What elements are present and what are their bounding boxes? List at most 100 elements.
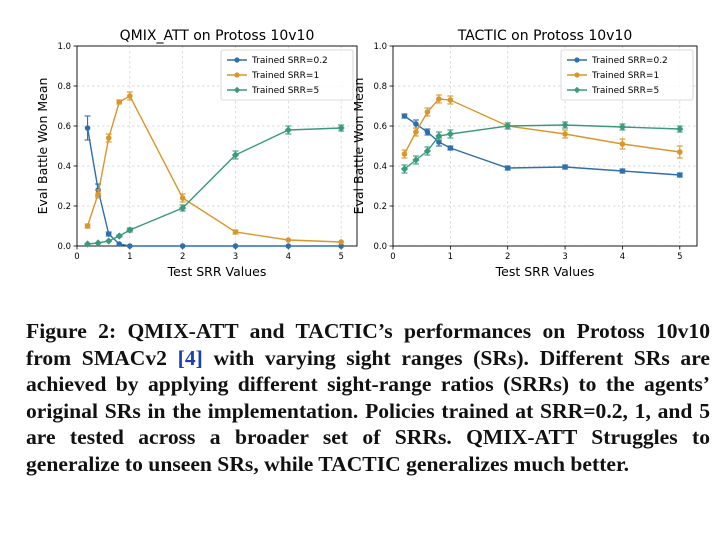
chart-title: TACTIC on Protoss 10v10 xyxy=(457,28,633,44)
caption-prefix: Figure 2: QMIX-ATT and TACTIC’s performa… xyxy=(26,319,710,370)
legend-marker xyxy=(573,86,581,94)
legend-marker xyxy=(574,72,580,78)
data-point xyxy=(105,135,112,141)
data-point xyxy=(95,191,101,197)
x-tick-label: 5 xyxy=(338,252,343,262)
series-line xyxy=(404,124,680,170)
data-point xyxy=(561,121,569,129)
data-point xyxy=(413,129,419,135)
data-point xyxy=(179,243,186,249)
y-tick-label: 0.2 xyxy=(57,202,71,212)
y-tick-label: 0.8 xyxy=(57,82,71,92)
legend-marker xyxy=(574,57,580,63)
series-2 xyxy=(84,91,344,245)
x-tick-label: 5 xyxy=(677,252,682,262)
plot-frame xyxy=(392,45,698,247)
data-point xyxy=(338,239,344,245)
x-tick-label: 3 xyxy=(562,252,567,262)
series-line xyxy=(87,127,342,245)
legend-label: Trained SRR=0.2 xyxy=(251,56,328,66)
data-point xyxy=(436,139,442,145)
legend-label: Trained SRR=0.2 xyxy=(591,56,668,66)
data-point xyxy=(562,164,568,170)
data-point xyxy=(447,97,454,103)
x-tick-label: 2 xyxy=(505,252,510,262)
data-point xyxy=(619,168,626,174)
data-point xyxy=(232,243,239,249)
series-2 xyxy=(401,94,683,159)
data-point xyxy=(447,145,454,151)
legend-marker xyxy=(234,57,240,63)
x-tick-label: 4 xyxy=(620,252,625,262)
data-point xyxy=(504,165,511,171)
data-point xyxy=(676,149,683,155)
legend-marker xyxy=(233,86,241,94)
legend: Trained SRR=0.2 Trained SRR=1 Trained SRR=… xyxy=(560,49,694,101)
y-tick-label: 1.0 xyxy=(373,42,387,52)
legend-item: Trained SRR=5 xyxy=(567,86,659,96)
series-3 xyxy=(400,121,684,174)
data-point xyxy=(424,129,431,135)
series-line xyxy=(86,95,342,243)
data-point xyxy=(84,223,91,229)
data-point xyxy=(423,147,432,155)
chart-qmix-att: 0 1 2 3 4 5 0.0 0.2 0.4 0.6 0.8 1.0 QMIX_ATT on Prot… xyxy=(35,28,358,279)
data-point xyxy=(105,231,112,237)
legend-item: Trained SRR=5 xyxy=(227,86,319,96)
x-tick-label: 1 xyxy=(127,252,132,262)
data-point xyxy=(504,122,512,130)
x-axis-label: Test SRR Values xyxy=(167,264,267,279)
x-tick-label: 1 xyxy=(448,252,453,262)
data-point xyxy=(84,125,91,131)
x-tick-label: 4 xyxy=(286,252,291,262)
data-point xyxy=(618,123,627,131)
data-point xyxy=(338,243,344,249)
data-point xyxy=(412,156,420,164)
legend-marker xyxy=(234,72,240,78)
y-tick-label: 1.0 xyxy=(57,42,71,52)
chart-title: QMIX_ATT on Protoss 10v10 xyxy=(120,28,315,44)
data-point xyxy=(285,237,292,243)
data-point xyxy=(337,124,345,132)
data-point xyxy=(116,241,123,247)
y-axis-label: Eval Battle Won Mean xyxy=(35,78,50,215)
data-point xyxy=(105,237,113,245)
data-point xyxy=(232,229,239,235)
legend-item: Trained SRR=1 xyxy=(567,71,659,81)
data-point xyxy=(115,232,123,240)
data-point xyxy=(126,226,134,234)
caption-suffix: with varying sight ranges (SRs). Differe… xyxy=(26,345,710,476)
legend-label: Trained SRR=1 xyxy=(591,71,659,81)
legend: Trained SRR=0.2 Trained SRR=1 Trained SRR=… xyxy=(220,49,354,101)
legend-label: Trained SRR=5 xyxy=(251,86,319,96)
data-point xyxy=(179,204,187,212)
series-1 xyxy=(84,115,344,249)
data-point xyxy=(127,93,133,99)
data-point xyxy=(436,96,442,102)
y-tick-label: 0.4 xyxy=(57,162,71,172)
figure-charts: 0 1 2 3 4 5 0.0 0.2 0.4 0.6 0.8 1.0 QMIX_ATT on Prot… xyxy=(35,28,698,279)
legend-label: Trained SRR=1 xyxy=(251,71,319,81)
y-tick-label: 0.4 xyxy=(373,162,387,172)
data-point xyxy=(400,165,409,173)
legend-item: Trained SRR=1 xyxy=(227,71,319,81)
data-point xyxy=(116,99,123,105)
data-point xyxy=(285,243,292,249)
data-point xyxy=(676,172,683,178)
series-3 xyxy=(83,124,345,248)
x-tick-label: 2 xyxy=(180,252,185,262)
data-point xyxy=(127,243,133,249)
data-point xyxy=(413,121,419,127)
data-point xyxy=(446,130,454,138)
data-point xyxy=(231,151,240,159)
y-tick-label: 0.2 xyxy=(373,202,387,212)
data-point xyxy=(562,131,568,137)
citation-link[interactable]: [4] xyxy=(177,345,203,370)
y-axis-label: Eval Battle Won Mean xyxy=(351,78,366,215)
data-point xyxy=(435,132,443,140)
data-point xyxy=(179,195,186,201)
legend-item: Trained SRR=0.2 xyxy=(227,56,328,66)
y-tick-label: 0.6 xyxy=(57,122,71,132)
figure-caption: Figure 2: QMIX-ATT and TACTIC’s performa… xyxy=(26,318,710,478)
x-axis-label: Test SRR Values xyxy=(495,264,595,279)
